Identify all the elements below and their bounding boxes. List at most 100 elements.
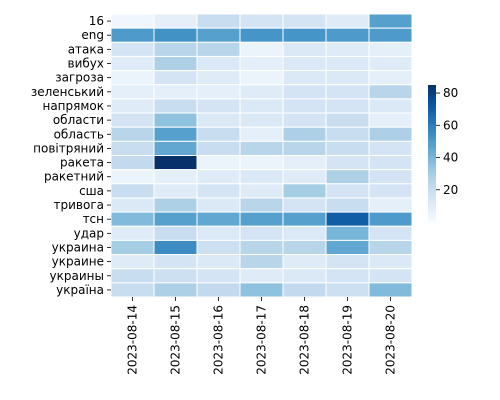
heatmap-cell <box>153 197 198 213</box>
y-tick-label: область <box>54 127 104 141</box>
heatmap-cell <box>325 140 370 157</box>
heatmap-cell <box>282 41 327 57</box>
heatmap-cell <box>282 84 327 100</box>
heatmap-cell <box>110 70 155 86</box>
heatmap-cell <box>368 41 413 57</box>
heatmap-cell <box>368 13 413 29</box>
heatmap-cell <box>282 211 327 227</box>
heatmap-cell <box>325 225 370 241</box>
heatmap-cell <box>153 183 198 199</box>
heatmap-cell <box>368 126 413 142</box>
heatmap-cell <box>239 27 284 43</box>
heatmap-cell <box>196 225 241 241</box>
heatmap-cell <box>282 282 327 298</box>
heatmap-cell <box>196 98 241 114</box>
heatmap-cell <box>368 55 413 72</box>
heatmap-cell <box>153 84 198 100</box>
heatmap-cell <box>196 55 241 72</box>
heatmap-cell <box>153 41 198 57</box>
heatmap-cell <box>368 197 413 213</box>
heatmap-cell <box>196 282 241 298</box>
heatmap-cell <box>153 254 198 270</box>
heatmap-cell <box>110 282 155 298</box>
heatmap-cell <box>153 211 198 227</box>
heatmap-cell <box>368 225 413 241</box>
heatmap-cell <box>239 112 284 128</box>
heatmap-cell <box>196 13 241 29</box>
y-tick-label: сша <box>79 184 104 198</box>
x-tick-label: 2023-08-14 <box>126 305 140 375</box>
heatmap-cell <box>196 268 241 284</box>
heatmap-cell <box>325 55 370 72</box>
heatmap-cell <box>282 13 327 29</box>
heatmap-cell <box>325 155 370 171</box>
heatmap-cell <box>368 140 413 157</box>
heatmap-cell <box>153 98 198 114</box>
heatmap-cell <box>196 197 241 213</box>
heatmap-cell <box>153 112 198 128</box>
y-tick-label: удар <box>74 226 104 240</box>
heatmap-cell <box>282 197 327 213</box>
y-tick-label: тсн <box>83 212 104 226</box>
heatmap-cell <box>196 183 241 199</box>
heatmap-cell <box>110 140 155 157</box>
heatmap-cell <box>196 27 241 43</box>
heatmap-cell <box>368 84 413 100</box>
heatmap-cell <box>325 197 370 213</box>
y-tick-labels: 16engатакавибухзагрозазеленськийнапрямок… <box>31 14 111 297</box>
heatmap-cell <box>282 55 327 72</box>
heatmap-cell <box>239 84 284 100</box>
y-tick-label: вибух <box>68 57 104 71</box>
colorbar-tick-label: 20 <box>443 183 458 197</box>
heatmap-cell <box>282 140 327 157</box>
heatmap-cell <box>110 27 155 43</box>
heatmap-cell <box>282 268 327 284</box>
heatmap-cell <box>153 55 198 72</box>
heatmap-cell <box>325 13 370 29</box>
x-tick-label: 2023-08-16 <box>212 305 226 375</box>
heatmap-cell <box>325 169 370 185</box>
heatmap-cell <box>196 169 241 185</box>
heatmap-cell <box>239 211 284 227</box>
colorbar-tick-label: 60 <box>443 118 458 132</box>
heatmap-cell <box>368 27 413 43</box>
heatmap-cell <box>325 239 370 256</box>
heatmap-cell <box>282 225 327 241</box>
heatmap-cell <box>196 112 241 128</box>
y-tick-label: україна <box>56 283 104 297</box>
heatmap-cell <box>153 225 198 241</box>
y-tick-label: напрямок <box>42 99 104 113</box>
heatmap-cell <box>239 98 284 114</box>
heatmap-cell <box>368 183 413 199</box>
heatmap-cell <box>282 27 327 43</box>
heatmap-cell <box>325 27 370 43</box>
heatmap-cell <box>368 70 413 86</box>
heatmap-cell <box>239 282 284 298</box>
heatmap-cell <box>110 169 155 185</box>
heatmap-cell <box>239 140 284 157</box>
heatmap-cell <box>110 84 155 100</box>
heatmap-cell <box>282 155 327 171</box>
heatmap-cell <box>325 282 370 298</box>
y-tick-label: 16 <box>89 14 104 28</box>
y-tick-label: области <box>53 113 104 127</box>
heatmap-cell <box>153 282 198 298</box>
heatmap-cell <box>325 112 370 128</box>
heatmap-cell <box>239 126 284 142</box>
heatmap-cell <box>282 70 327 86</box>
heatmap-cell <box>110 183 155 199</box>
heatmap-cell <box>239 13 284 29</box>
colorbar-tick-label: 80 <box>443 86 458 100</box>
y-tick-label: украина <box>52 240 104 254</box>
heatmap-cell <box>282 112 327 128</box>
heatmap-cell <box>368 282 413 298</box>
heatmap-cell <box>325 126 370 142</box>
heatmap-cell <box>239 268 284 284</box>
heatmap-cell <box>325 211 370 227</box>
heatmap-cell <box>110 254 155 270</box>
heatmap-cell <box>196 239 241 256</box>
heatmap-cell <box>196 126 241 142</box>
heatmap-cell <box>153 268 198 284</box>
x-tick-label: 2023-08-20 <box>384 305 398 375</box>
y-tick-label: атака <box>68 42 104 56</box>
